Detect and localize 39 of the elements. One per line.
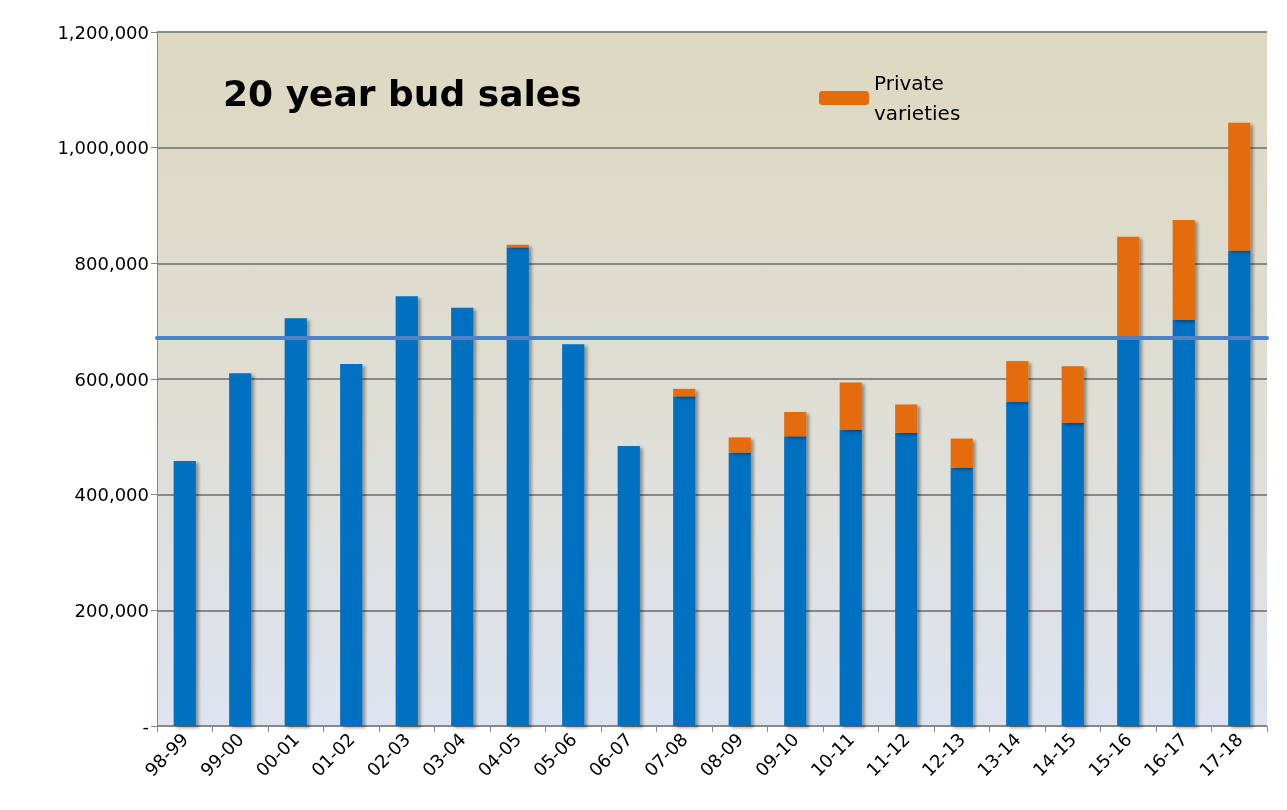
bar: [1061, 366, 1084, 423]
y-tick-label: 400,000: [74, 484, 149, 506]
bar: [617, 446, 640, 726]
bar: [839, 429, 862, 726]
bar: [950, 467, 973, 726]
bar: [839, 382, 862, 430]
y-tick-label: 1,200,000: [57, 21, 149, 43]
bar: [1061, 422, 1084, 726]
bar: [395, 296, 418, 726]
bar: [1006, 401, 1029, 726]
legend-label: Private varieties: [874, 71, 961, 125]
bar: [1228, 122, 1251, 251]
bar: [451, 307, 474, 726]
bar: [728, 452, 751, 726]
bar: [229, 373, 252, 726]
text: 20 year bud sales: [223, 72, 582, 114]
bar: [1172, 320, 1195, 726]
y-tick-label: 800,000: [74, 252, 149, 274]
bar: [562, 344, 585, 726]
bar: [895, 432, 918, 726]
bar: [950, 438, 973, 468]
bar: [1228, 250, 1251, 726]
bar: [1006, 361, 1029, 402]
bar: [340, 363, 363, 726]
bar: [1117, 236, 1140, 337]
y-tick-label: -: [142, 715, 149, 737]
bar: [173, 461, 196, 726]
bar: [506, 247, 529, 726]
y-tick-label: 600,000: [74, 368, 149, 390]
bar: [784, 436, 807, 726]
bar: [784, 411, 807, 437]
bar: [728, 437, 751, 453]
bar: [895, 404, 918, 433]
y-tick-label: 200,000: [74, 599, 149, 621]
bar: [673, 388, 696, 397]
bar: [284, 318, 307, 726]
bar: [673, 396, 696, 726]
bar: [1172, 219, 1195, 321]
y-tick-label: 1,000,000: [57, 137, 149, 159]
